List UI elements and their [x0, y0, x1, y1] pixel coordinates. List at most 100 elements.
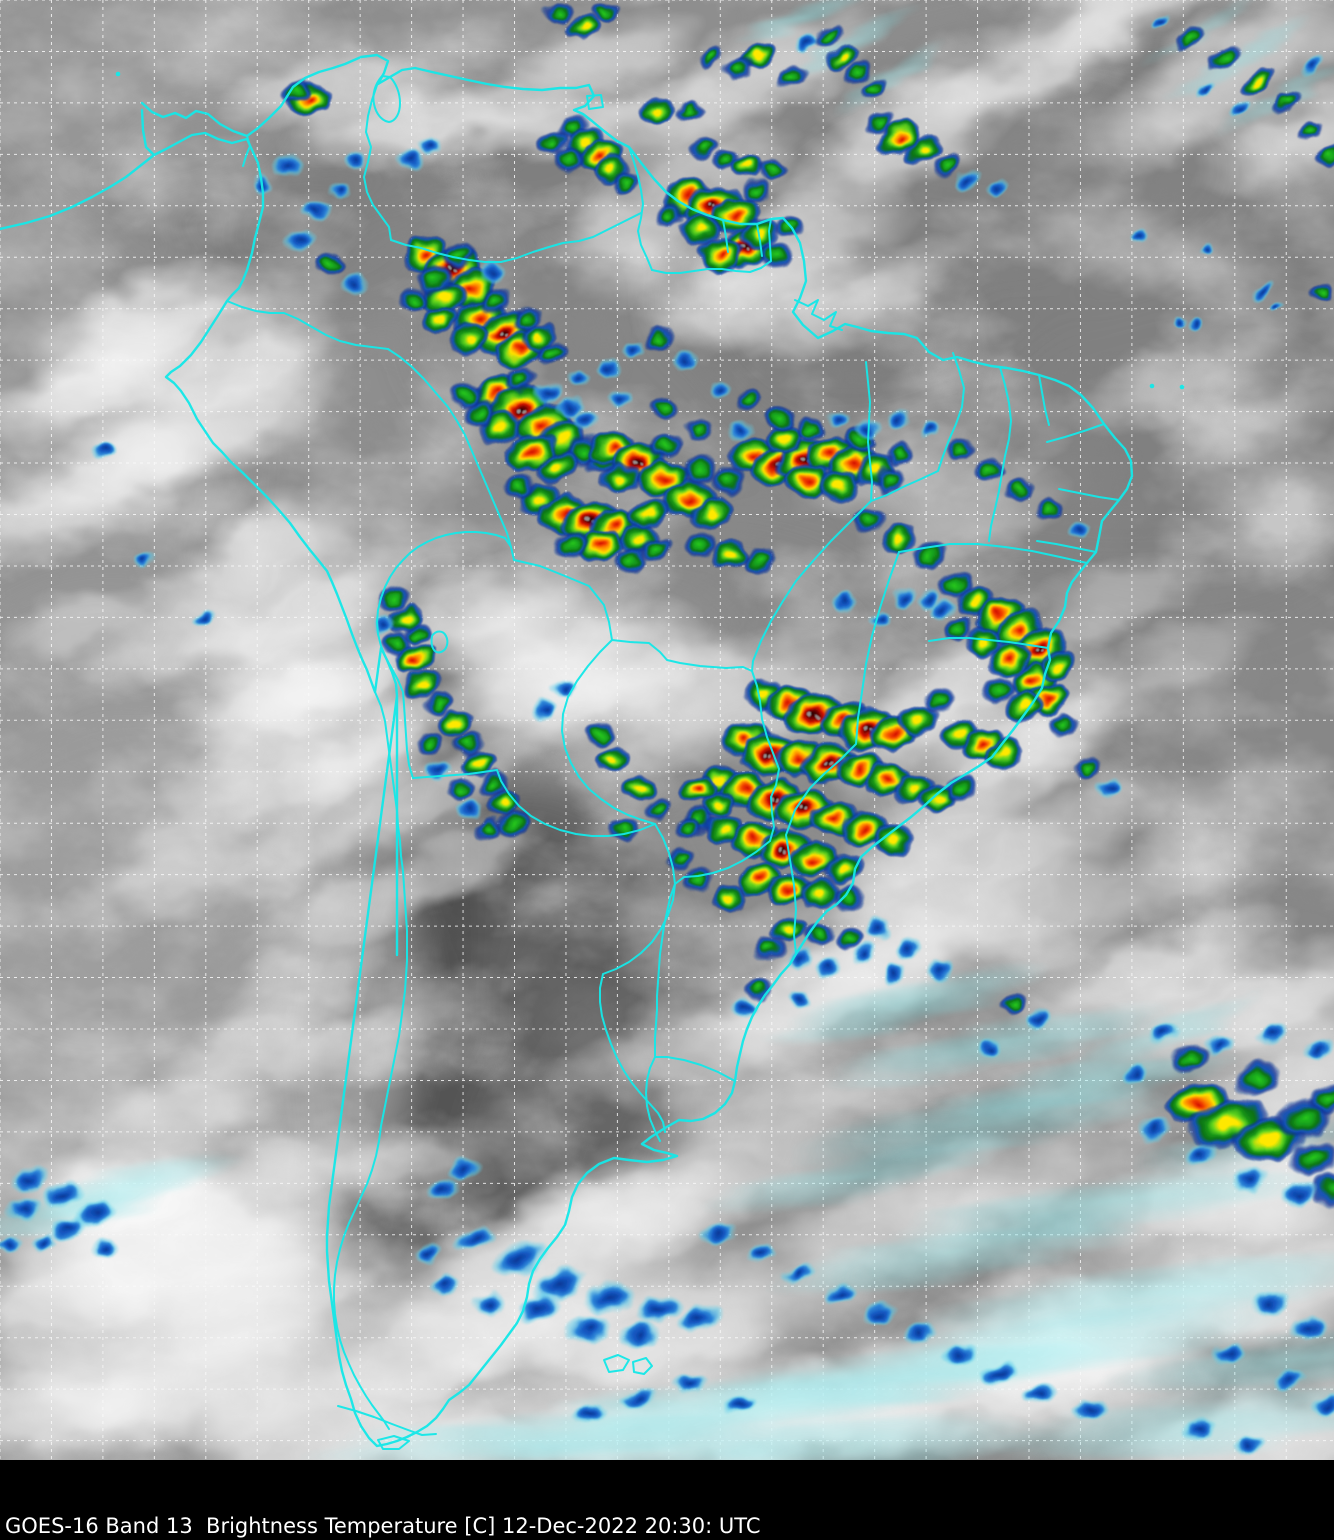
- convective-cell: [1269, 299, 1285, 313]
- convective-cell: [1307, 282, 1333, 302]
- cloud-puff: [0, 575, 188, 665]
- convective-cell: [591, 2, 621, 22]
- convective-cell: [342, 149, 368, 171]
- convective-cell: [41, 1179, 87, 1209]
- veil-streak: [759, 961, 1051, 1049]
- convective-cell: [406, 623, 432, 645]
- convective-cell: [395, 148, 425, 172]
- cloud-puff: [1165, 370, 1334, 470]
- convective-cell: [456, 798, 482, 820]
- satellite-map: [0, 0, 1334, 1460]
- convective-cell: [953, 168, 983, 192]
- island-dot: [1149, 383, 1155, 389]
- overshooting-top: [825, 762, 829, 766]
- island-dot: [1179, 384, 1185, 390]
- convective-cell: [1180, 1417, 1218, 1441]
- overshooting-top: [639, 462, 643, 466]
- country-border: [561, 639, 656, 825]
- convective-cell: [449, 322, 491, 358]
- convective-cell: [497, 811, 531, 837]
- geography-layer: [0, 53, 1185, 1450]
- convective-cell: [644, 797, 674, 821]
- veil-streak: [1101, 1319, 1334, 1401]
- convective-cell: [453, 1225, 495, 1253]
- convective-cell: [1258, 1022, 1290, 1046]
- country-border: [496, 769, 656, 837]
- convective-cell: [565, 16, 603, 40]
- convective-cell: [886, 408, 912, 430]
- convective-cell: [421, 306, 459, 334]
- lake-outline: [372, 75, 401, 123]
- convective-cell: [1066, 518, 1092, 540]
- convective-cell: [594, 746, 628, 772]
- convective-cell: [1300, 53, 1326, 75]
- lake-outline: [603, 1354, 630, 1373]
- convective-cell: [476, 285, 514, 315]
- convective-cell: [698, 237, 744, 273]
- convective-cell: [674, 817, 704, 841]
- country-border: [628, 146, 653, 271]
- cloud-puff: [62, 833, 258, 927]
- convective-cell: [872, 823, 914, 855]
- convective-cell: [582, 1281, 636, 1317]
- convective-cell: [832, 589, 858, 611]
- convective-cell: [502, 473, 536, 501]
- convective-cell: [584, 722, 614, 746]
- country-border: [928, 637, 1049, 649]
- convective-cell: [668, 1373, 710, 1395]
- country-border: [412, 769, 498, 779]
- country-border: [722, 219, 763, 257]
- convective-cell: [923, 687, 957, 715]
- convective-cell: [577, 529, 623, 563]
- convective-cell: [474, 817, 504, 841]
- country-border: [376, 531, 512, 779]
- lake-outline: [586, 94, 604, 110]
- convective-cell: [679, 213, 721, 247]
- convective-cell: [982, 676, 1016, 704]
- convective-cell: [414, 1243, 444, 1265]
- convective-cell: [676, 1304, 722, 1334]
- country-border: [794, 299, 843, 331]
- convective-cell: [570, 408, 600, 432]
- convective-cell: [689, 497, 735, 531]
- convective-cell: [904, 134, 944, 166]
- overshooting-top: [775, 798, 779, 802]
- convective-cell: [303, 199, 333, 221]
- convective-cell: [965, 625, 1003, 657]
- country-border: [337, 1405, 437, 1436]
- convective-cell: [739, 177, 773, 205]
- convective-cell: [89, 1238, 119, 1260]
- convective-cell: [1273, 90, 1303, 114]
- convective-cell: [860, 1302, 898, 1326]
- country-border: [363, 84, 392, 241]
- cloud-puff: [633, 248, 847, 352]
- convective-cell: [892, 587, 918, 609]
- convective-cell: [1288, 1315, 1330, 1343]
- country-border: [865, 361, 873, 502]
- convective-cell: [533, 450, 579, 486]
- island-dot: [115, 71, 121, 77]
- convective-cell: [1308, 1084, 1334, 1114]
- convective-cell: [422, 691, 456, 717]
- overshooting-top: [800, 807, 804, 811]
- convective-cell: [618, 1388, 660, 1410]
- convective-cell: [532, 1265, 586, 1303]
- convective-cell: [1296, 120, 1324, 140]
- veil-streak: [295, 1425, 615, 1460]
- convective-cell: [417, 134, 443, 156]
- convective-cell: [648, 431, 682, 459]
- overshooting-top: [810, 712, 814, 716]
- convective-cell: [764, 407, 794, 431]
- cloud-puff: [281, 1297, 559, 1423]
- convective-cell: [725, 418, 755, 442]
- convective-cell: [477, 259, 507, 285]
- convective-cell: [652, 201, 686, 229]
- country-border: [674, 840, 771, 885]
- convective-cell: [743, 547, 777, 575]
- convective-cell: [1004, 477, 1034, 501]
- convective-cell: [1202, 1032, 1236, 1056]
- overshooting-top: [815, 713, 819, 717]
- convective-cell: [867, 609, 893, 631]
- convective-cell: [628, 498, 670, 530]
